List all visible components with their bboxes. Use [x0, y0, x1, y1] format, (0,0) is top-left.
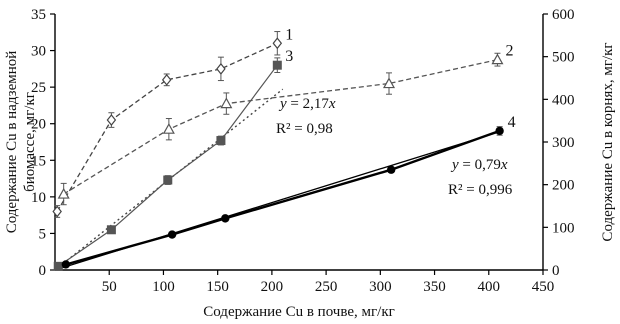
y-right-tick-label: 400 — [552, 92, 575, 108]
data-point-circle — [495, 126, 504, 136]
data-point-diamond — [106, 114, 117, 127]
y-left-tick-label: 35 — [31, 7, 46, 23]
data-point-triangle — [162, 122, 175, 134]
r2-series-4: R² = 0,996 — [448, 182, 513, 198]
y-left-tick-label: 0 — [39, 263, 47, 279]
series-1-line — [56, 42, 278, 212]
series-4-line — [65, 129, 501, 266]
equation-coef: = 2,17 — [287, 96, 330, 112]
equation-y-var: y — [450, 157, 459, 173]
y-right-tick-label: 200 — [552, 178, 575, 194]
y-left-tick-label: 25 — [31, 80, 46, 96]
y-left-tick-label: 15 — [31, 153, 46, 169]
series-2 — [57, 52, 504, 206]
data-point-diamond — [52, 205, 62, 218]
data-point-square — [272, 60, 282, 70]
data-point-triangle — [491, 53, 504, 65]
data-point-circle — [221, 214, 230, 223]
x-tick-label: 50 — [102, 279, 117, 295]
equation-series-4: y = 0,79x — [450, 157, 508, 173]
series-tag-4: 4 — [508, 114, 516, 131]
x-tick-label: 350 — [423, 279, 446, 295]
x-tick-label: 300 — [369, 279, 392, 295]
series-1 — [52, 31, 283, 218]
y-left-title-line2: биомассе, мг/кг — [22, 92, 38, 192]
series-group — [52, 31, 504, 271]
axes-group: 50 100 150 200 250 300 350 400 45005101520253035… — [4, 7, 616, 320]
y-left-tick-label: 5 — [39, 226, 47, 242]
x-tick-label: 400 — [478, 279, 501, 295]
data-point-square — [163, 175, 173, 185]
series-4 — [61, 126, 504, 269]
data-point-diamond — [161, 73, 172, 86]
data-point-circle — [386, 165, 396, 174]
series-tag-2: 2 — [505, 43, 513, 60]
y-left-tick-label: 30 — [31, 44, 46, 60]
x-axis-title: Содержание Cu в почве, мг/кг — [203, 304, 395, 320]
y-right-tick-label: 600 — [552, 7, 575, 23]
x-tick-label: 100 — [152, 279, 175, 295]
y-left-title-line1: Содержание Cu в надземной — [4, 51, 20, 234]
x-tick-label: 150 — [206, 279, 229, 295]
data-point-square — [53, 261, 63, 271]
equation-x-var: x — [500, 157, 508, 173]
y-right-tick-label: 0 — [552, 263, 560, 279]
equation-y-var: y — [278, 96, 287, 112]
data-point-triangle — [220, 97, 233, 109]
y-right-tick-label: 100 — [552, 220, 575, 236]
data-point-triangle — [57, 187, 70, 199]
equation-series-3: y = 2,17x — [278, 96, 336, 112]
r2-series-3: R² = 0,98 — [276, 121, 333, 137]
data-point-circle — [61, 260, 71, 269]
x-tick-label: 250 — [315, 279, 338, 295]
y-right-tick-label: 500 — [552, 50, 575, 66]
series-3 — [53, 57, 282, 271]
data-point-square — [216, 136, 226, 146]
data-point-circle — [167, 230, 177, 239]
x-tick-label: 450 — [532, 279, 555, 295]
x-tick-label: 200 — [261, 279, 284, 295]
data-point-diamond — [216, 62, 226, 75]
equation-coef: = 0,79 — [459, 157, 501, 173]
series-tag-3: 3 — [285, 48, 293, 65]
data-point-triangle — [382, 77, 396, 89]
data-point-diamond — [272, 37, 283, 50]
y-right-tick-label: 300 — [552, 135, 575, 151]
y-right-title: Содержание Cu в корнях, мг/кг — [600, 42, 616, 241]
y-left-tick-label: 20 — [31, 117, 46, 133]
series-tag-1: 1 — [285, 26, 293, 43]
data-point-square — [106, 225, 116, 235]
y-left-tick-label: 10 — [31, 190, 46, 206]
equation-x-var: x — [328, 96, 336, 112]
fit-lines-group — [54, 88, 502, 271]
